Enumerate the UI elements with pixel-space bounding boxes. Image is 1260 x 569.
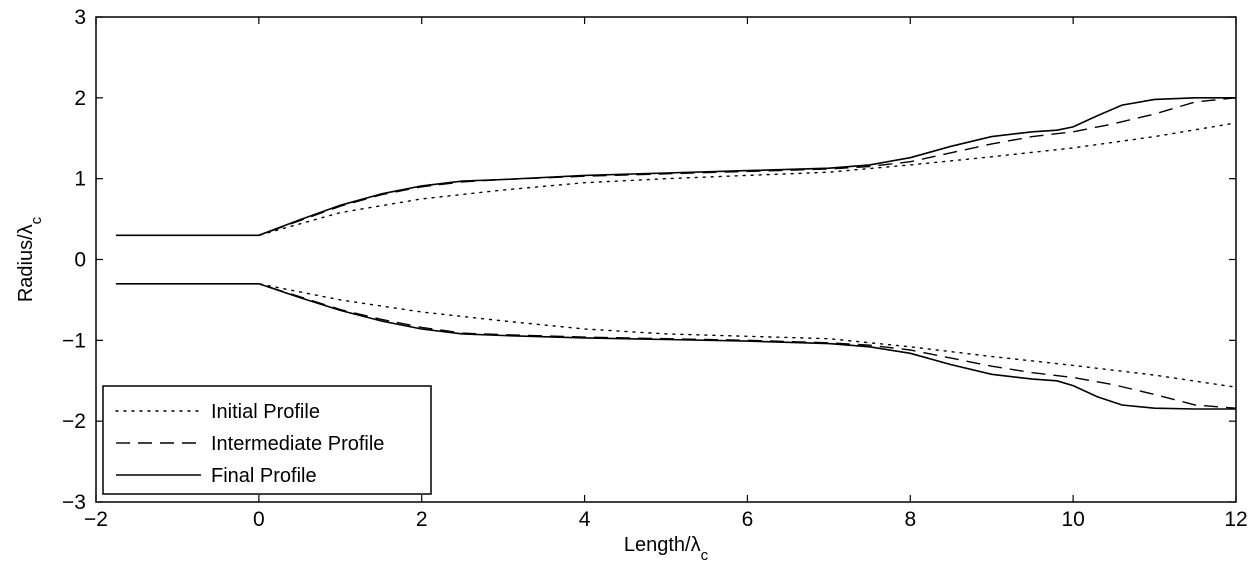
y-tick-label: 0 (74, 249, 86, 272)
legend-label-initial: Initial Profile (211, 401, 320, 423)
legend-label-intermediate: Intermediate Profile (211, 433, 384, 455)
x-tick-label: 12 (1224, 508, 1247, 531)
plot-lines (115, 97, 1237, 410)
x-tick-label: 8 (904, 508, 916, 531)
x-axis-title-subscript: c (701, 547, 709, 564)
x-axis-title: Length/λc (624, 534, 709, 564)
legend-label-final: Final Profile (211, 465, 317, 487)
x-tick-label: 6 (742, 508, 754, 531)
y-tick-label: 3 (74, 6, 86, 29)
legend: Initial Profile Intermediate Profile Fin… (102, 385, 432, 495)
y-axis-title-subscript: c (28, 216, 45, 224)
x-tick-label: 0 (253, 508, 265, 531)
x-tick-label: −2 (84, 508, 108, 531)
x-tick-label: 4 (579, 508, 591, 531)
x-tick-label: 10 (1061, 508, 1084, 531)
y-tick-label: −2 (62, 410, 86, 433)
series-line-dotted-lower (115, 283, 1237, 388)
y-axis-title-main: Radius/λ (15, 224, 37, 302)
y-tick-label: −1 (62, 329, 86, 352)
series-line-dashed-lower (116, 283, 1237, 409)
y-tick-label: 1 (74, 168, 86, 191)
y-tick-label: −3 (62, 491, 86, 514)
y-tick-label: 2 (74, 87, 86, 110)
legend-box (102, 385, 432, 495)
series-line-solid-upper (116, 97, 1236, 237)
series-line-dotted-upper (115, 122, 1237, 236)
x-tick-label: 2 (416, 508, 428, 531)
series-line-solid-lower (116, 283, 1236, 410)
y-axis-title: Radius/λc (15, 216, 45, 302)
x-axis-title-main: Length/λ (624, 534, 701, 556)
series-line-dashed-upper (116, 97, 1237, 236)
axis-ticks (95, 16, 1237, 503)
